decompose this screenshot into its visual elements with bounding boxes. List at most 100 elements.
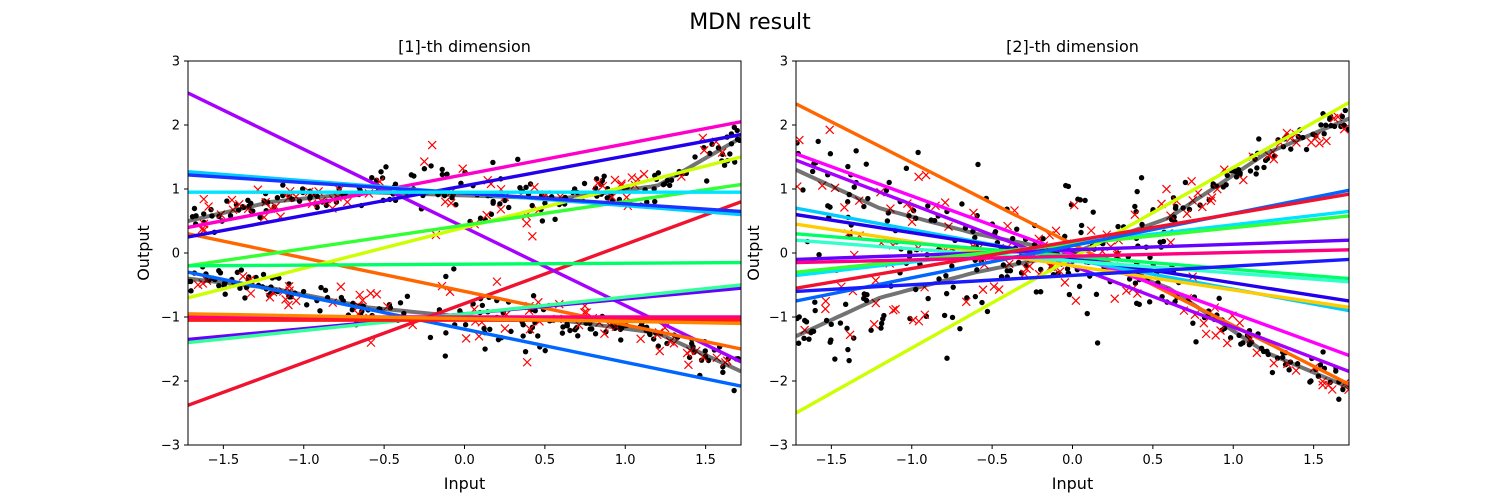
- y-tick-label: 0: [172, 247, 180, 262]
- sampled-point: [1055, 266, 1065, 276]
- x-tick-label: −0.5: [976, 453, 1008, 468]
- sampled-point: [820, 304, 830, 314]
- data-point: [1033, 289, 1040, 295]
- sampled-point: [1069, 200, 1079, 210]
- data-point: [1186, 206, 1193, 213]
- subplot-1-ylabel: Output: [134, 225, 153, 281]
- data-point: [796, 340, 802, 346]
- component-line-5: [188, 132, 741, 239]
- data-point: [1094, 340, 1101, 346]
- data-point: [1216, 295, 1222, 302]
- data-point: [925, 295, 931, 302]
- sampled-point: [336, 282, 346, 292]
- data-point: [481, 325, 487, 332]
- sampled-point: [1322, 136, 1331, 146]
- data-point: [462, 322, 469, 328]
- data-point: [1247, 168, 1254, 174]
- data-point: [559, 330, 566, 336]
- data-point: [1093, 291, 1100, 298]
- data-point: [564, 323, 570, 329]
- y-tick-label: 2: [780, 119, 788, 134]
- data-point: [941, 312, 948, 319]
- sampled-point: [1162, 184, 1171, 194]
- data-point: [497, 201, 503, 207]
- x-tick-label: −1.5: [816, 453, 848, 468]
- sampled-point: [914, 172, 924, 182]
- figure-title: MDN result: [689, 10, 811, 35]
- data-point: [950, 284, 956, 290]
- sampled-point: [869, 319, 879, 329]
- component-line-12: [188, 260, 741, 268]
- data-point: [1082, 197, 1088, 204]
- data-point: [943, 290, 950, 297]
- sampled-point: [845, 330, 855, 340]
- data-point: [421, 166, 428, 172]
- component-line-7: [796, 222, 1349, 310]
- data-point: [832, 356, 838, 362]
- sampled-point: [1269, 154, 1279, 164]
- data-point: [506, 204, 512, 211]
- data-point: [488, 211, 495, 217]
- data-point: [1014, 226, 1020, 232]
- data-point: [482, 346, 488, 352]
- data-point: [383, 164, 389, 170]
- data-point: [979, 299, 985, 306]
- data-point: [915, 149, 921, 156]
- y-tick-label: 0: [780, 247, 788, 262]
- y-tick-label: −2: [161, 375, 180, 390]
- data-point: [863, 161, 869, 167]
- data-point: [428, 163, 434, 169]
- data-point: [1146, 299, 1153, 305]
- sampled-point: [1324, 380, 1333, 390]
- sampled-point: [204, 202, 214, 211]
- x-tick-label: 1.5: [695, 453, 716, 468]
- y-tick-label: −3: [769, 439, 788, 454]
- target-curve-1: [188, 136, 741, 223]
- data-point: [1007, 268, 1014, 274]
- data-point: [883, 187, 890, 194]
- data-point: [222, 291, 228, 297]
- data-point: [322, 287, 329, 293]
- data-point: [260, 271, 267, 278]
- data-point: [567, 327, 573, 334]
- component-line-8: [188, 182, 741, 268]
- data-point: [318, 284, 324, 291]
- sampled-point: [496, 204, 506, 214]
- data-point: [731, 387, 737, 394]
- data-point: [1136, 301, 1142, 308]
- sampled-point: [265, 292, 275, 302]
- data-point: [709, 141, 715, 147]
- data-point: [865, 195, 871, 202]
- data-point: [1321, 130, 1327, 137]
- data-point: [276, 275, 282, 281]
- data-point: [1078, 222, 1085, 229]
- data-point: [1138, 175, 1145, 181]
- data-point: [1223, 182, 1229, 188]
- data-point: [1064, 266, 1071, 272]
- data-point: [943, 272, 949, 279]
- x-tick-label: −0.5: [368, 453, 400, 468]
- data-point: [188, 288, 194, 294]
- data-point: [652, 172, 658, 179]
- data-point: [581, 180, 588, 187]
- sampled-point: [969, 208, 978, 218]
- data-point: [698, 357, 705, 363]
- x-tick-label: −1.5: [208, 453, 240, 468]
- data-point: [552, 216, 558, 223]
- data-point: [378, 169, 384, 175]
- sampled-point: [291, 296, 301, 306]
- sampled-point: [193, 280, 203, 290]
- component-line-4: [188, 270, 741, 388]
- data-point: [587, 326, 593, 332]
- sampled-point: [600, 329, 609, 339]
- data-point: [1286, 367, 1292, 373]
- y-tick-label: 3: [780, 55, 788, 70]
- data-point: [271, 204, 277, 210]
- data-point: [796, 315, 800, 322]
- component-line-17: [188, 312, 741, 326]
- sampled-point: [989, 282, 999, 291]
- sampled-point: [366, 288, 376, 298]
- sampled-point: [529, 182, 539, 192]
- y-tick-label: −2: [769, 375, 788, 390]
